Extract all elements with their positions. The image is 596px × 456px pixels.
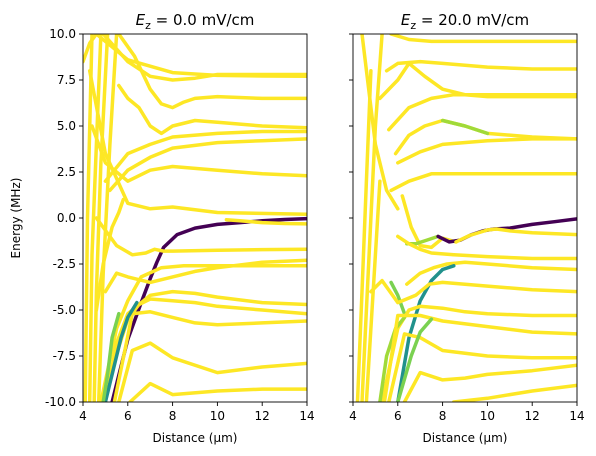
panel-1-series-line-12 bbox=[103, 258, 307, 294]
panel-1-series-line-13 bbox=[99, 264, 307, 402]
panel-2-frame bbox=[352, 33, 578, 403]
panel-1-y-tick-label-8: 7.5 bbox=[57, 73, 76, 87]
panel-2-series-line-11 bbox=[405, 234, 440, 246]
panel-2-series-line-21 bbox=[378, 315, 407, 402]
panel-2-series-line-19 bbox=[369, 278, 577, 305]
panel-1-series-line-26 bbox=[94, 197, 126, 312]
panel-1-ticks: 4 6 8 10 12 14 -10.0 -7.5 -5.0 -2.5 0.0 2.5 5.0 7.5 10… bbox=[45, 27, 315, 423]
panel-2-series bbox=[355, 34, 577, 402]
panel-2-series-line-13 bbox=[454, 227, 577, 244]
panel-1-series-line-16 bbox=[112, 310, 307, 402]
panel-1-series-line-14 bbox=[103, 289, 307, 402]
panel-2-title-subscript: z bbox=[410, 19, 416, 32]
panel-1-series-line-23 bbox=[87, 34, 103, 402]
panel-2-series-line-23 bbox=[387, 332, 577, 402]
panel-1-series-line-2 bbox=[101, 34, 307, 82]
panel-1-series-line-25 bbox=[96, 34, 119, 402]
panel-1-series-line-24 bbox=[92, 34, 110, 402]
panel-1-series-line-8 bbox=[87, 69, 307, 217]
panel-2-series-line-8 bbox=[389, 172, 577, 193]
panel-1-x-tick-label-3: 8 bbox=[169, 409, 177, 423]
panel-2-title: Ez = 20.0 mV/cm bbox=[401, 11, 529, 32]
panel-1-title: Ez = 0.0 mV/cm bbox=[136, 11, 255, 32]
panel-2-series-line-4 bbox=[387, 92, 577, 132]
panel-2-series-line-6 bbox=[440, 118, 490, 136]
panel-2-ticks: 4 6 8 10 12 14 bbox=[349, 33, 585, 423]
panel-2-series-line-1 bbox=[389, 34, 577, 44]
panel-2: Ez = 20.0 mV/cm Distance (μm) 4 6 8 10 12 14 bbox=[349, 11, 585, 445]
shared-ylabel: Energy (MHz) bbox=[9, 178, 23, 259]
panel-1-x-tick-label-6: 14 bbox=[299, 409, 314, 423]
panel-2-series-line-7 bbox=[396, 137, 577, 165]
panel-2-series-line-27 bbox=[355, 69, 373, 402]
panel-2-series-line-29 bbox=[364, 179, 382, 402]
panel-2-x-tick-label-3: 8 bbox=[439, 409, 447, 423]
panel-1-series-line-11 bbox=[224, 218, 307, 226]
panel-1-series-line-10 bbox=[94, 216, 307, 257]
panel-2-title-rest: = 20.0 mV/cm bbox=[416, 11, 529, 29]
panel-1-y-tick-label-9: 10.0 bbox=[49, 27, 76, 41]
panel-2-x-tick-label-2: 6 bbox=[394, 409, 402, 423]
panel-2-x-tick-label-4: 10 bbox=[480, 409, 495, 423]
panel-1-series-line-18 bbox=[128, 381, 307, 402]
panel-2-x-tick-label-5: 12 bbox=[525, 409, 540, 423]
panel-1-x-tick-label-4: 10 bbox=[210, 409, 225, 423]
panel-1-frame bbox=[82, 33, 308, 403]
panel-1-y-tick-label-3: -5.0 bbox=[53, 303, 76, 317]
panel-2-xlabel: Distance (μm) bbox=[423, 431, 508, 445]
panel-1-series-line-1 bbox=[94, 34, 307, 79]
panel-1-series-line-5 bbox=[103, 129, 307, 183]
panel-2-series-line-5 bbox=[393, 118, 577, 156]
panel-1-series-line-22 bbox=[83, 34, 94, 402]
panel-1-y-tick-label-4: -2.5 bbox=[53, 257, 76, 271]
panel-1-y-tick-label-1: -10.0 bbox=[45, 395, 76, 409]
panel-1-series-line-6 bbox=[108, 137, 307, 193]
panel-2-series-line-14 bbox=[396, 234, 456, 257]
panel-2-title-symbol: E bbox=[401, 11, 411, 29]
panel-2-series-line-26 bbox=[452, 383, 577, 402]
panel-1-x-tick-label-5: 12 bbox=[255, 409, 270, 423]
panel-2-series-line-2 bbox=[384, 59, 577, 73]
panel-1-series-line-4 bbox=[117, 83, 307, 136]
panel-2-series-line-17 bbox=[396, 264, 456, 402]
panel-1-y-tick-label-7: 5.0 bbox=[57, 119, 76, 133]
panel-2-series-line-22 bbox=[382, 313, 577, 402]
panel-1-series bbox=[83, 34, 307, 402]
panel-1-y-tick-label-5: 0.0 bbox=[57, 211, 76, 225]
panel-1-series-line-3 bbox=[117, 34, 307, 110]
panel-2-series-line-25 bbox=[402, 363, 577, 402]
panel-1-series-line-19 bbox=[103, 300, 139, 402]
panel-1-xlabel: Distance (μm) bbox=[153, 431, 238, 445]
panel-1-y-tick-label-2: -7.5 bbox=[53, 349, 76, 363]
panel-2-x-tick-label-6: 14 bbox=[569, 409, 584, 423]
panel-1-title-symbol: E bbox=[136, 11, 146, 29]
panel-1-series-line-20 bbox=[101, 311, 121, 402]
panel-2-series-line-28 bbox=[360, 34, 384, 402]
panel-1-title-subscript: z bbox=[145, 19, 151, 32]
panel-1-title-rest: = 0.0 mV/cm bbox=[151, 11, 255, 29]
panel-2-x-tick-label-1: 4 bbox=[349, 409, 357, 423]
panel-2-series-line-24 bbox=[396, 317, 434, 402]
panel-1-series-line-21 bbox=[83, 34, 99, 64]
panel-1: Ez = 0.0 mV/cm Distance (μm) 4 6 8 10 12 14 -1… bbox=[45, 11, 315, 445]
panel-2-series-line-15 bbox=[452, 253, 577, 261]
panel-1-y-tick-label-6: 2.5 bbox=[57, 165, 76, 179]
panel-2-series-line-18 bbox=[389, 280, 407, 316]
panel-1-x-tick-label-1: 4 bbox=[79, 409, 87, 423]
panel-2-series-line-16 bbox=[405, 260, 577, 286]
panel-1-x-tick-label-2: 6 bbox=[124, 409, 132, 423]
panel-1-series-line-17 bbox=[117, 341, 307, 402]
panel-2-series-line-3 bbox=[378, 61, 577, 101]
